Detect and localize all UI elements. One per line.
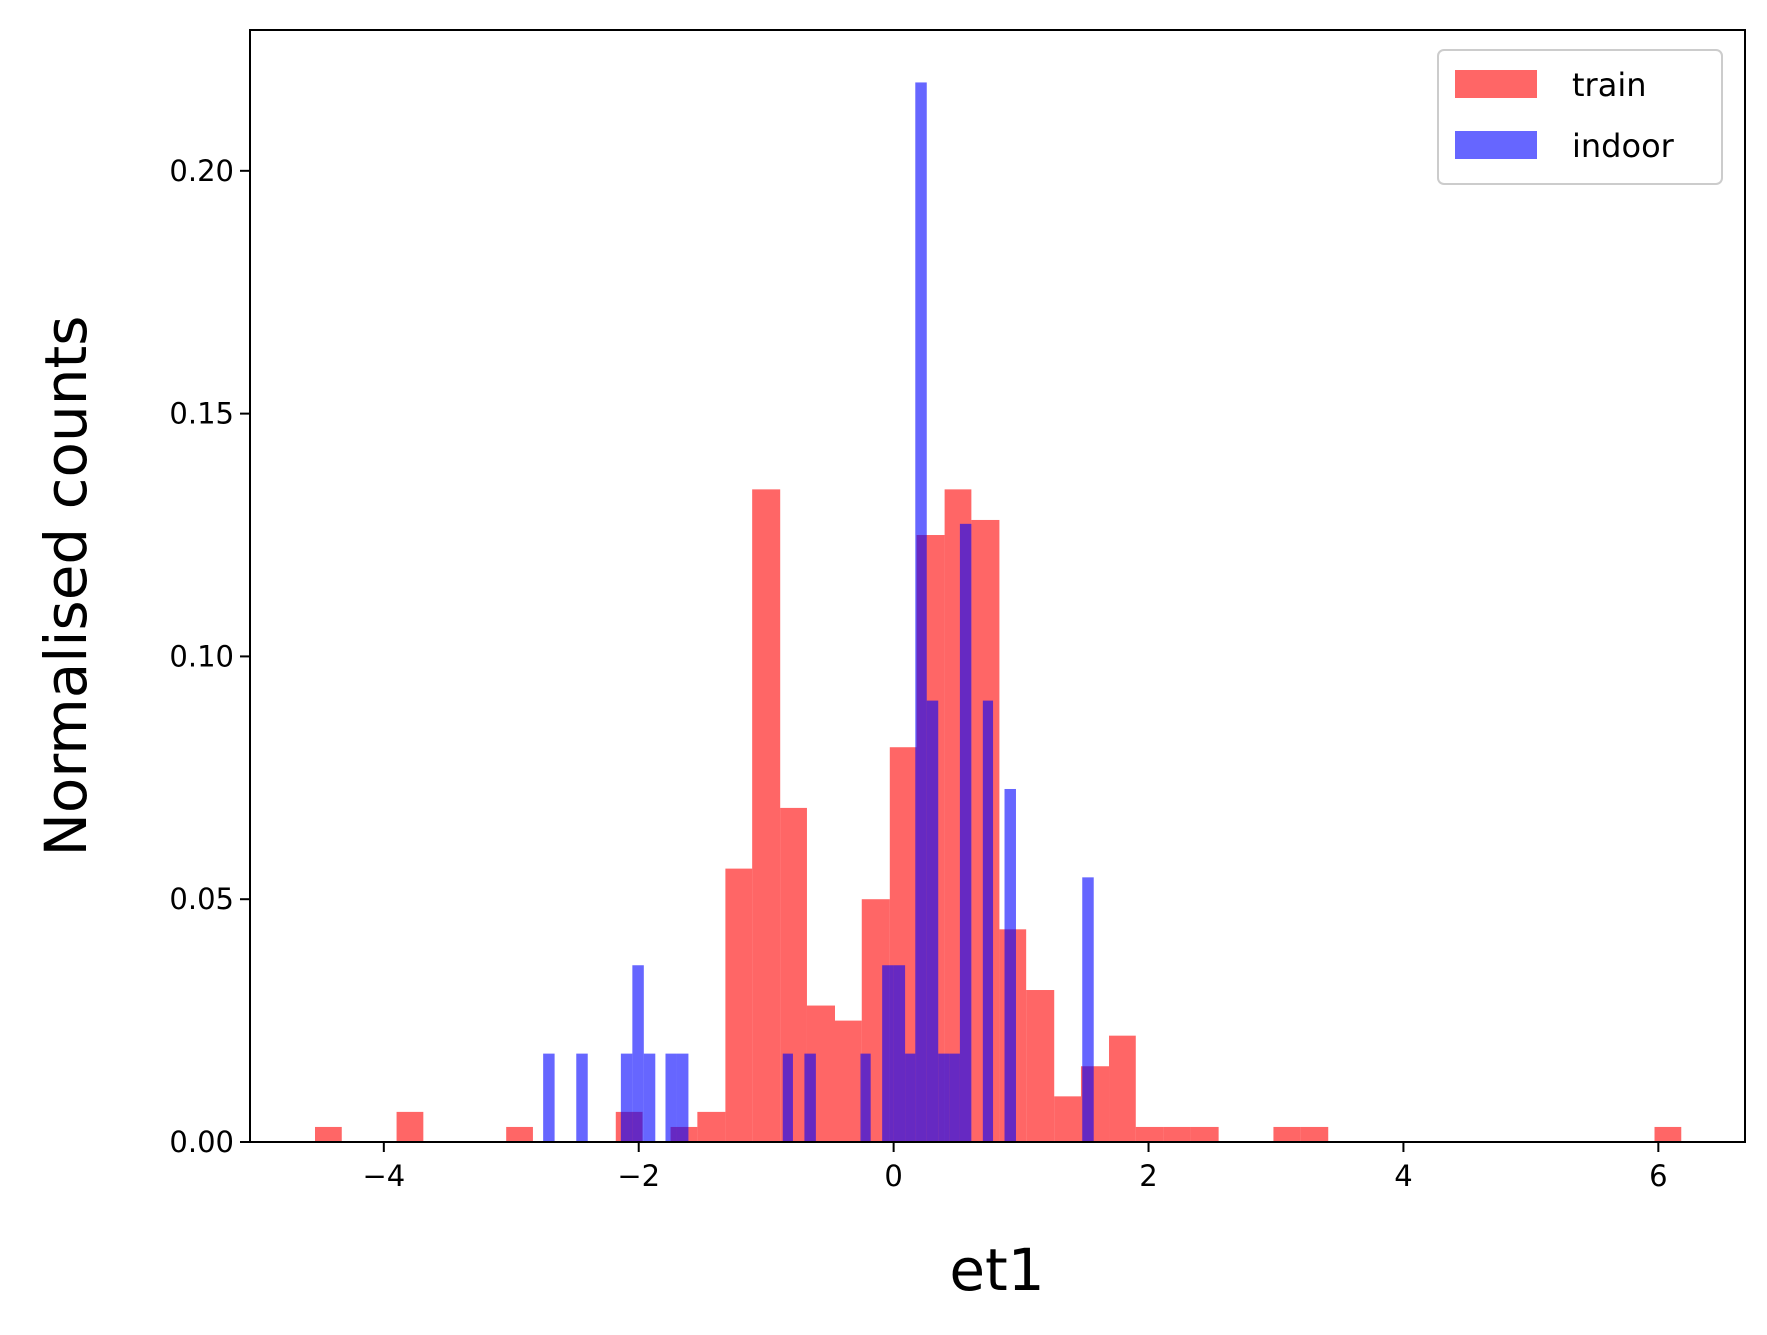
bar-indoor-0 <box>543 1053 555 1142</box>
y-tick-label: 0.15 <box>169 397 234 431</box>
bar-indoor-7 <box>782 1053 793 1142</box>
bar-indoor-5 <box>665 1053 677 1142</box>
legend-label-train: train <box>1572 66 1646 104</box>
x-tick-label: 0 <box>884 1159 902 1193</box>
bar-train-2 <box>506 1126 533 1142</box>
bar-indoor-6 <box>676 1053 689 1142</box>
x-tick-label: 2 <box>1139 1159 1157 1193</box>
x-tick-label: 4 <box>1394 1159 1412 1193</box>
y-tick-label: 0.00 <box>169 1125 234 1159</box>
bar-train-18 <box>1054 1096 1081 1142</box>
bar-indoor-8 <box>804 1053 816 1142</box>
bar-indoor-11 <box>893 965 906 1142</box>
legend-label-indoor: indoor <box>1572 127 1675 165</box>
bar-indoor-4 <box>643 1053 656 1142</box>
bar-train-0 <box>315 1126 342 1142</box>
bar-indoor-17 <box>959 523 972 1142</box>
legend-swatch-train <box>1455 70 1537 98</box>
bar-indoor-3 <box>632 965 644 1142</box>
y-tick-label: 0.10 <box>169 639 234 673</box>
bar-indoor-12 <box>905 1053 916 1142</box>
legend-swatch-indoor <box>1455 131 1537 159</box>
y-axis-ticks: 0.00 0.05 0.10 0.15 0.20 <box>169 154 250 1159</box>
x-tick-label: −2 <box>617 1159 660 1193</box>
bar-train-10 <box>835 1020 862 1142</box>
x-tick-label: −4 <box>362 1159 405 1193</box>
bar-indoor-19 <box>1004 788 1016 1142</box>
bar-train-21 <box>1135 1126 1164 1142</box>
bar-indoor-15 <box>938 1053 950 1142</box>
bar-indoor-2 <box>620 1053 633 1142</box>
bar-indoor-1 <box>576 1053 588 1142</box>
legend: train indoor <box>1437 49 1723 185</box>
bar-train-22 <box>1163 1126 1191 1142</box>
plot-area <box>249 29 1746 1143</box>
bar-train-23 <box>1190 1126 1219 1142</box>
bar-indoor-20 <box>1082 877 1094 1142</box>
bar-train-25 <box>1300 1126 1329 1142</box>
bar-train-17 <box>1026 990 1055 1142</box>
bar-indoor-13 <box>915 82 927 1143</box>
bar-train-7 <box>752 489 781 1142</box>
bar-indoor-18 <box>982 700 994 1142</box>
y-tick-label: 0.20 <box>169 154 234 188</box>
bar-train-6 <box>725 868 753 1142</box>
x-tick-label: 6 <box>1649 1159 1667 1193</box>
y-axis-title: Normalised counts <box>32 316 100 857</box>
bar-indoor-9 <box>860 1053 871 1142</box>
bar-train-5 <box>697 1111 726 1142</box>
bar-train-20 <box>1109 1035 1136 1142</box>
bar-train-1 <box>396 1111 424 1142</box>
bar-indoor-14 <box>926 700 939 1142</box>
bar-train-24 <box>1273 1126 1301 1142</box>
bar-indoor-10 <box>882 965 894 1142</box>
x-axis-title: et1 <box>949 1236 1044 1304</box>
series-indoor-bars <box>543 82 1094 1143</box>
bar-indoor-16 <box>949 1053 960 1142</box>
y-tick-label: 0.05 <box>169 882 234 916</box>
bar-train-26 <box>1654 1126 1682 1142</box>
axes-frame <box>249 29 1746 1143</box>
x-axis-ticks: −4 −2 0 2 4 6 <box>362 1142 1668 1193</box>
